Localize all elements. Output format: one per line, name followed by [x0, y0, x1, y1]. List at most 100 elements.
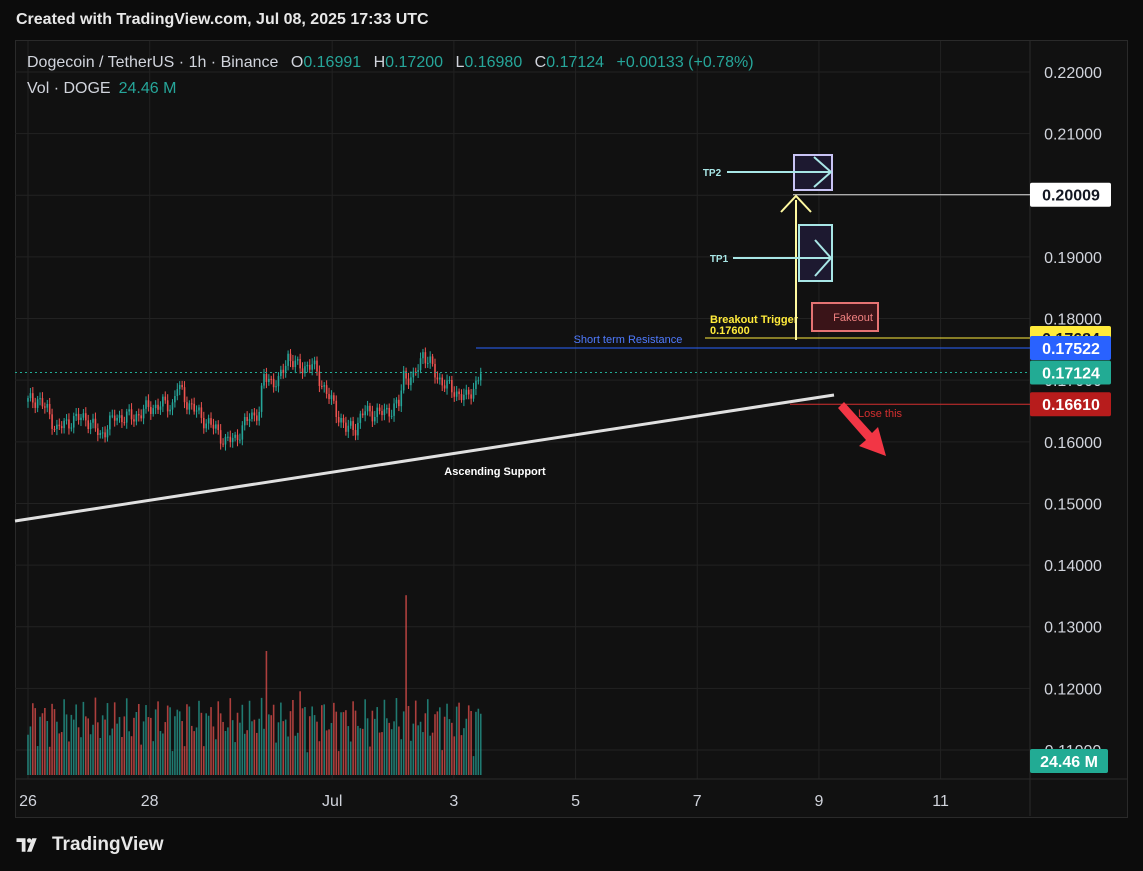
volume-bar — [412, 723, 415, 775]
volume-bar — [265, 651, 268, 775]
fakeout-box[interactable] — [811, 302, 879, 332]
volume-bar — [287, 736, 289, 775]
candle-body — [407, 378, 410, 386]
volume-bar — [48, 746, 51, 775]
candle-body — [169, 409, 171, 412]
candle-body — [465, 389, 468, 395]
x-tick-label: 5 — [571, 793, 580, 810]
volume-bar — [219, 713, 222, 775]
volume-label[interactable]: Vol · DOGE — [27, 80, 111, 97]
y-tick-label: 0.22000 — [1044, 65, 1102, 82]
candle-body — [412, 371, 415, 378]
candle-body — [383, 409, 386, 416]
candle-body — [335, 400, 338, 417]
volume-bar — [439, 707, 441, 775]
candle-body — [130, 409, 133, 420]
volume-label-box[interactable] — [1030, 749, 1108, 773]
volume-bar — [135, 711, 138, 775]
candle-body — [453, 392, 456, 397]
candle-body — [371, 411, 374, 422]
volume-bar — [364, 699, 366, 775]
candle-body — [135, 414, 138, 422]
price-label-box[interactable] — [1030, 182, 1111, 207]
candle-body — [27, 398, 29, 402]
candle-body — [463, 394, 465, 401]
volume-bar — [475, 711, 477, 775]
volume-bar — [130, 736, 133, 775]
volume-bar — [323, 704, 326, 775]
volume-bar — [44, 707, 46, 775]
candle-body — [195, 410, 198, 412]
candle-body — [150, 406, 152, 414]
volume-bar — [443, 716, 446, 775]
volume-bar — [147, 717, 150, 775]
y-tick-label: 0.19000 — [1044, 250, 1102, 267]
volume-bar — [342, 712, 345, 775]
candle-body — [342, 418, 345, 423]
volume-bar — [277, 722, 280, 775]
close-value: 0.17124 — [546, 54, 605, 71]
candle-body — [99, 433, 102, 436]
candle-body — [393, 403, 395, 416]
candle-body — [217, 424, 220, 431]
volume-bar — [299, 691, 301, 775]
candle-body — [106, 429, 109, 438]
candle-body — [183, 387, 186, 403]
volume-bar — [253, 719, 256, 775]
volume-bar — [330, 722, 333, 775]
candle-body — [441, 377, 444, 386]
high-value: 0.17200 — [385, 54, 444, 71]
candle-body — [253, 412, 256, 416]
candle-body — [301, 368, 304, 374]
volume-bar — [104, 719, 106, 775]
candle-body — [378, 407, 381, 412]
volume-bar — [282, 721, 285, 775]
volume-bar — [369, 746, 371, 775]
candle-body — [255, 415, 258, 421]
volume-bar — [246, 730, 248, 775]
price-label-box[interactable] — [1030, 336, 1111, 361]
candle-body — [133, 419, 135, 422]
candle-body — [142, 408, 145, 419]
y-tick-label: 0.18000 — [1044, 312, 1102, 329]
candle-body — [53, 428, 56, 430]
x-tick-label: 3 — [449, 793, 458, 810]
candle-body — [304, 366, 306, 374]
volume-bar — [60, 732, 63, 775]
volume-bar — [150, 717, 152, 775]
candle-body — [318, 371, 321, 386]
candle-body — [311, 364, 313, 370]
volume-bar — [70, 714, 73, 775]
candle-body — [118, 415, 121, 418]
volume-bar — [352, 701, 354, 775]
candle-body — [39, 398, 41, 400]
candle-body — [410, 377, 412, 386]
volume-label-text: 24.46 M — [1040, 754, 1098, 771]
volume-bar — [359, 728, 362, 775]
candle-body — [352, 421, 354, 431]
volume-bar — [193, 731, 195, 775]
brand-name: TradingView — [52, 834, 164, 855]
volume-bar — [92, 724, 94, 775]
volume-bar — [162, 733, 164, 775]
candle-body — [41, 398, 44, 407]
volume-bar — [222, 721, 224, 775]
x-tick-label: 7 — [693, 793, 702, 810]
candle-body — [101, 432, 104, 434]
ascending-support-line[interactable] — [14, 393, 835, 523]
candle-body — [359, 413, 362, 423]
candle-body — [36, 399, 39, 408]
candle-body — [236, 434, 239, 441]
volume-bar — [393, 721, 395, 775]
tradingview-brand[interactable]: TradingView — [16, 834, 164, 856]
candle-body — [294, 360, 297, 368]
price-label-text: 0.16610 — [1042, 397, 1100, 414]
volume-bar — [280, 702, 282, 775]
volume-bar — [227, 727, 229, 775]
volume-bar — [174, 716, 176, 775]
price-label-box[interactable] — [1030, 360, 1111, 385]
symbol-name[interactable]: Dogecoin / TetherUS · 1h · Binance — [27, 54, 279, 71]
price-label-box[interactable] — [1030, 392, 1111, 417]
volume-bar — [176, 709, 179, 775]
